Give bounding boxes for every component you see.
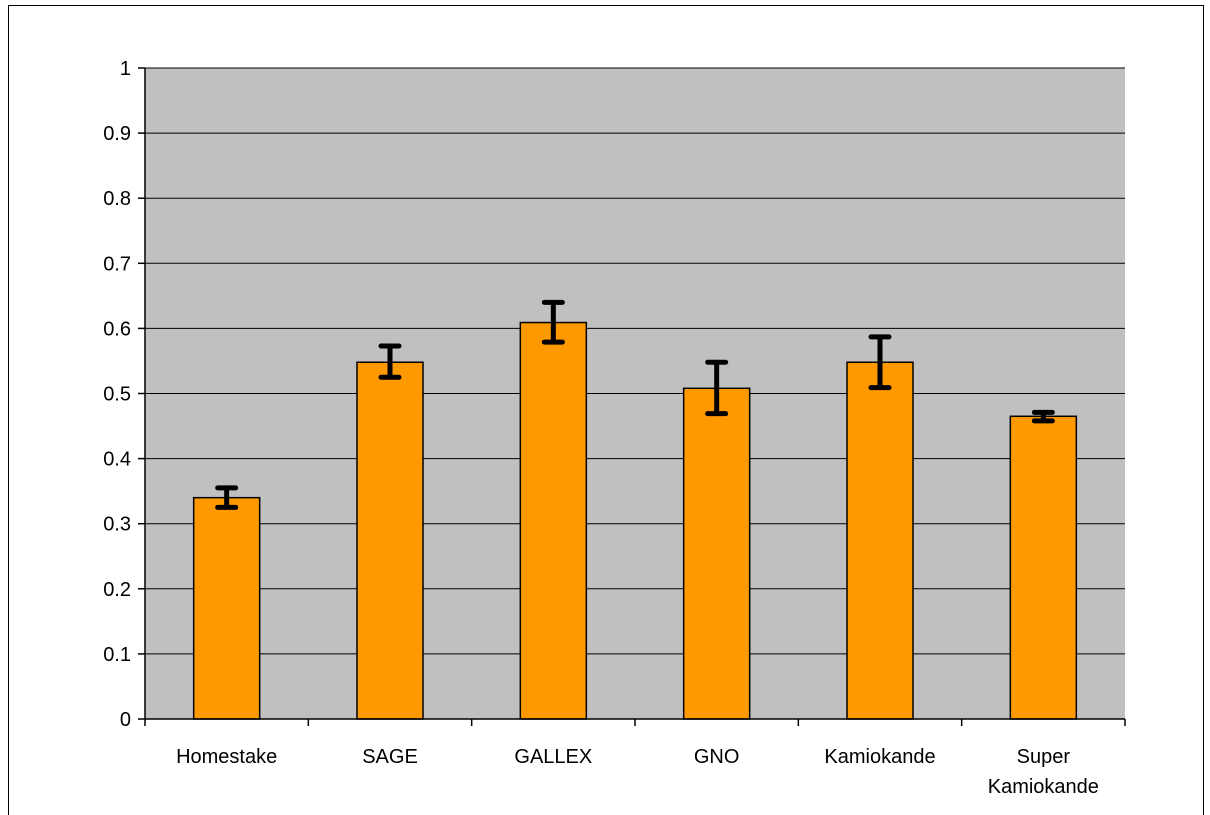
y-tick-label: 0.4 [103,449,131,471]
bar [846,361,914,720]
error-bar [215,485,239,510]
bars [192,321,1078,720]
y-tick-labels: 0 0.1 0.2 0.3 0.4 0.5 0.6 0.7 0.8 0.9 1 [103,58,131,731]
y-tick-label: 0.8 [103,188,131,210]
y-tick-label: 0.2 [103,579,131,601]
x-category-label: GALLEX [514,746,592,768]
x-category-label: Kamiokande [824,746,935,768]
error-bar [705,359,729,417]
y-tick-label: 1 [120,58,131,80]
x-category-label: SAGE [362,746,418,768]
bar [1009,415,1078,720]
bar [192,496,261,720]
error-bar [541,299,565,345]
bar [519,321,588,720]
x-category-labels: Homestake SAGE GALLEX GNO Kamiokande Super Kam… [176,746,1099,798]
y-tick-label: 0.7 [103,253,131,275]
y-tick-label: 0.6 [103,318,131,340]
y-tick-label: 0 [120,709,131,731]
chart-frame [8,5,1204,815]
y-tick-label: 0.9 [103,123,131,145]
bar [682,387,751,720]
x-category-label: GNO [694,746,740,768]
x-category-label: Homestake [176,746,277,768]
gridlines [145,67,1125,655]
error-bar [378,343,402,380]
error-bar [868,334,892,391]
error-bar [1031,409,1055,424]
error-bars [215,299,1055,510]
y-tick-label: 0.1 [103,644,131,666]
axes [138,67,1126,726]
y-tick-label: 0.5 [103,384,131,406]
x-category-label: Super Kamiokande [988,746,1099,798]
bar [356,361,424,720]
y-tick-label: 0.3 [103,514,131,536]
